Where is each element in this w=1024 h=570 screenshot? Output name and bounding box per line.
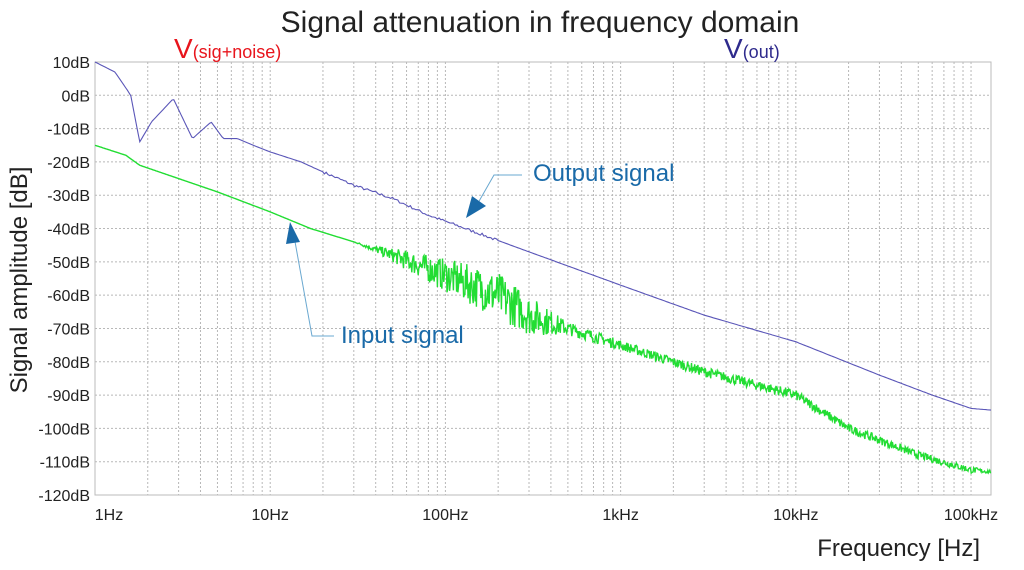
y-tick-label: -50dB: [47, 255, 90, 272]
x-tick-label: 100kHz: [944, 507, 998, 524]
series-line-in: [94, 144, 992, 475]
chart-title: Signal attenuation in frequency domain: [281, 6, 800, 39]
output-leader-line: [473, 174, 522, 211]
plot-frame: [94, 61, 992, 496]
x-tick-label: 10kHz: [773, 507, 818, 524]
y-tick-label: -110dB: [40, 455, 90, 472]
annotations: Output signal Input signal: [286, 160, 674, 349]
y-tick-label: -30dB: [47, 188, 90, 205]
y-tick-label: 0dB: [62, 88, 90, 105]
x-axis-label: Frequency [Hz]: [817, 535, 980, 562]
grid: [95, 62, 991, 495]
y-tick-label: -120dB: [38, 488, 90, 505]
series-line-out: [94, 61, 992, 411]
output-arrowhead: [466, 196, 486, 218]
y-axis-label: Signal amplitude [dB]: [6, 167, 33, 394]
y-tick-label: -100dB: [38, 421, 90, 438]
input-leader-line: [293, 235, 334, 337]
output-signal-label: Output signal: [533, 160, 674, 187]
y-tick-label: -80dB: [47, 355, 90, 372]
input-arrowhead: [286, 222, 300, 244]
y-tick-label: -20dB: [47, 155, 90, 172]
input-signal-label: Input signal: [341, 322, 464, 349]
legend-vout: V(out): [724, 33, 780, 64]
y-tick-label: -70dB: [47, 321, 90, 338]
x-tick-label: 1kHz: [602, 507, 638, 524]
y-tick-label: -90dB: [47, 388, 90, 405]
ticks: 10dB 0dB -10dB -20dB -30dB -40dB -50dB -60dB -70…: [38, 55, 998, 524]
series-lines: [94, 61, 992, 475]
y-tick-label: -40dB: [47, 222, 90, 239]
y-tick-label: -60dB: [47, 288, 90, 305]
y-tick-label: 10dB: [53, 55, 90, 72]
x-tick-label: 10Hz: [252, 507, 289, 524]
x-tick-label: 1Hz: [95, 507, 123, 524]
legend-vsig: V(sig+noise): [174, 33, 281, 64]
x-tick-label: 100Hz: [422, 507, 468, 524]
y-tick-label: -10dB: [47, 122, 90, 139]
